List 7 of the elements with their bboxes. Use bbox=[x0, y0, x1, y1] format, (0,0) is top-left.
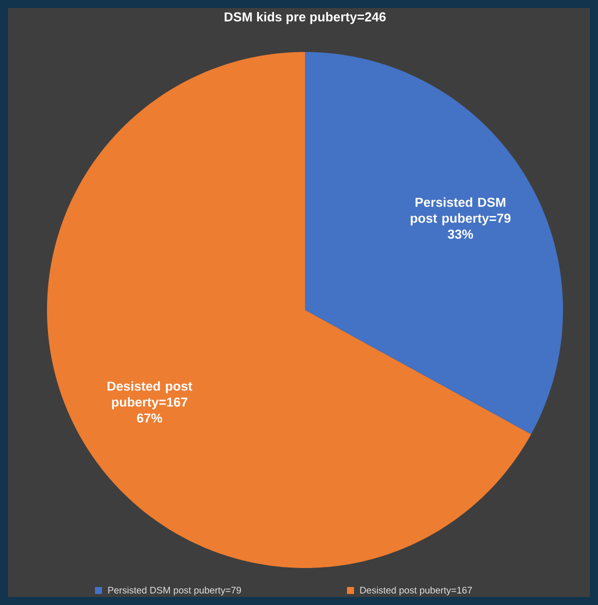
data-label: 33% bbox=[448, 230, 474, 239]
legend-label: Persisted DSM post puberty=79 bbox=[108, 586, 241, 596]
data-label: 67% bbox=[137, 413, 162, 423]
slice-label: Persisted DSM post puberty=79 bbox=[410, 197, 511, 226]
chart-title: DSM kids pre puberty=246 bbox=[224, 12, 386, 24]
slice-label: Desisted post puberty=167 bbox=[108, 381, 192, 410]
legend-label: Desisted post puberty=167 bbox=[360, 586, 472, 596]
